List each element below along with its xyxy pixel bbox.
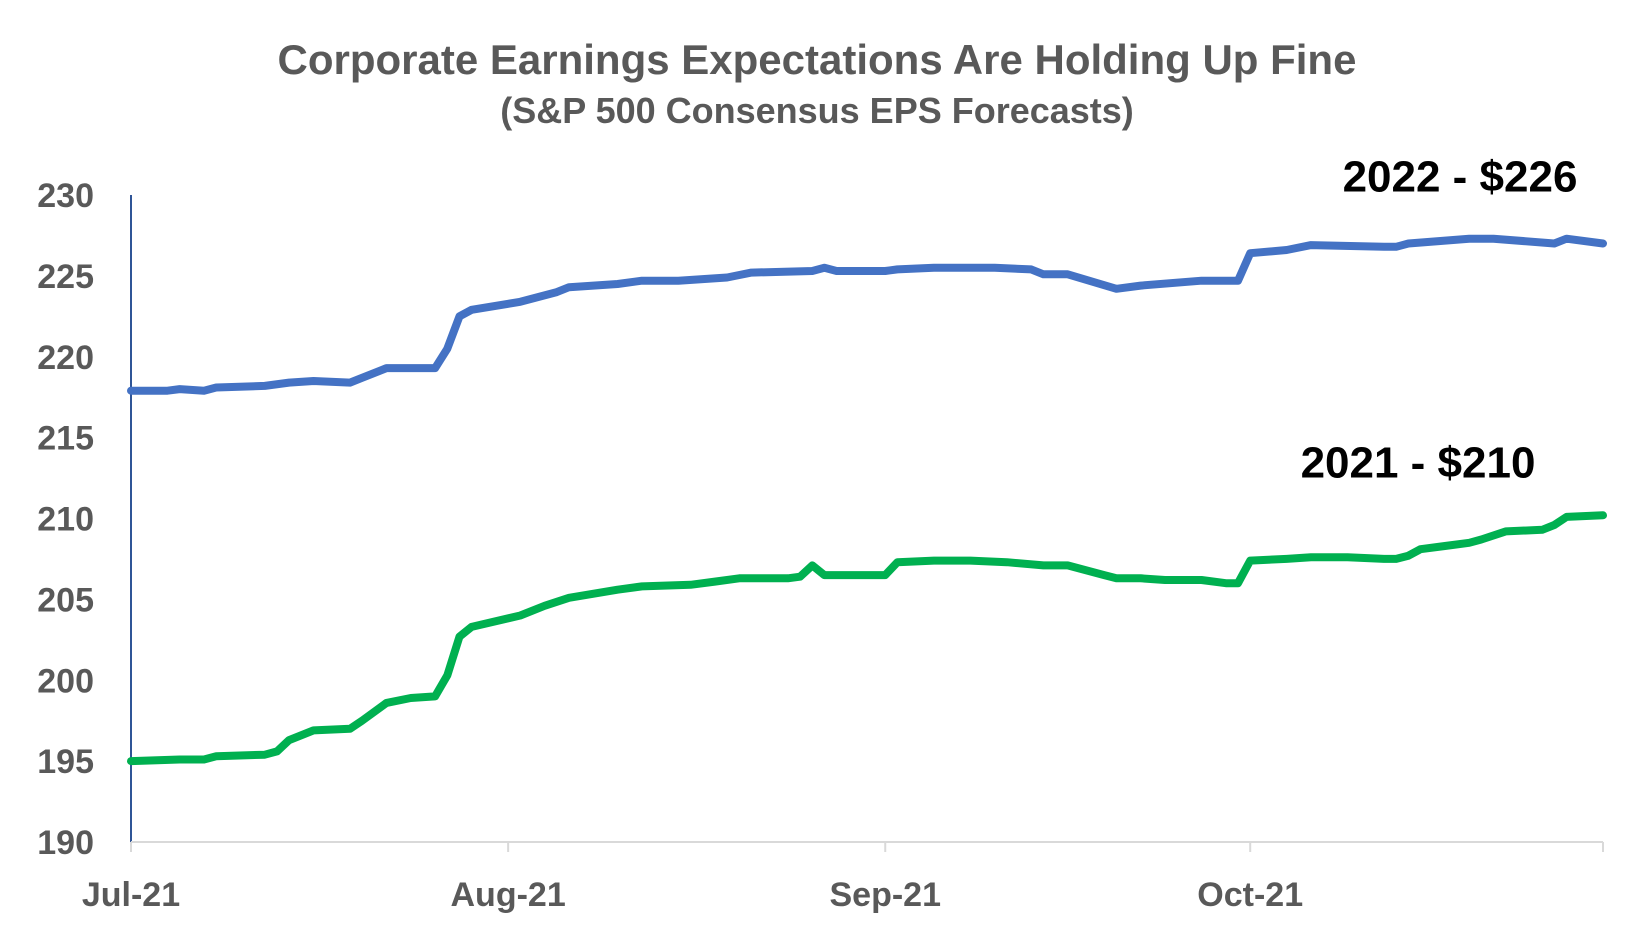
y-tick-label: 200 [37, 662, 94, 700]
y-tick-label: 205 [37, 581, 94, 619]
series-line-2 [127, 511, 1607, 766]
x-axis-ticks: Jul-21 Aug-21 Sep-21 Oct-21 [82, 842, 1604, 914]
chart-axes [130, 195, 1603, 843]
chart-title: Corporate Earnings Expectations Are Hold… [277, 36, 1357, 83]
y-tick-label: 190 [37, 824, 94, 862]
series-lines [127, 234, 1607, 766]
y-tick-label: 230 [37, 177, 94, 215]
x-tick-label: Oct-21 [1197, 876, 1303, 914]
y-axis-ticks: 190 195 200 205 210 215 220 225 230 [37, 177, 94, 862]
x-tick-label: Aug-21 [451, 876, 566, 914]
y-tick-label: 220 [37, 339, 94, 377]
series-label-2: 2021 - $210 [1301, 438, 1536, 487]
x-tick-label: Jul-21 [82, 876, 180, 914]
series-line-1 [127, 234, 1607, 395]
chart-subtitle: (S&P 500 Consensus EPS Forecasts) [500, 90, 1134, 131]
x-tick-label: Sep-21 [829, 876, 941, 914]
y-tick-label: 215 [37, 420, 94, 458]
y-tick-label: 210 [37, 501, 94, 539]
series-label-1: 2022 - $226 [1343, 153, 1578, 202]
y-tick-label: 225 [37, 258, 94, 296]
series-labels: 2022 - $226 2021 - $210 [1301, 153, 1578, 488]
y-tick-label: 195 [37, 743, 94, 781]
